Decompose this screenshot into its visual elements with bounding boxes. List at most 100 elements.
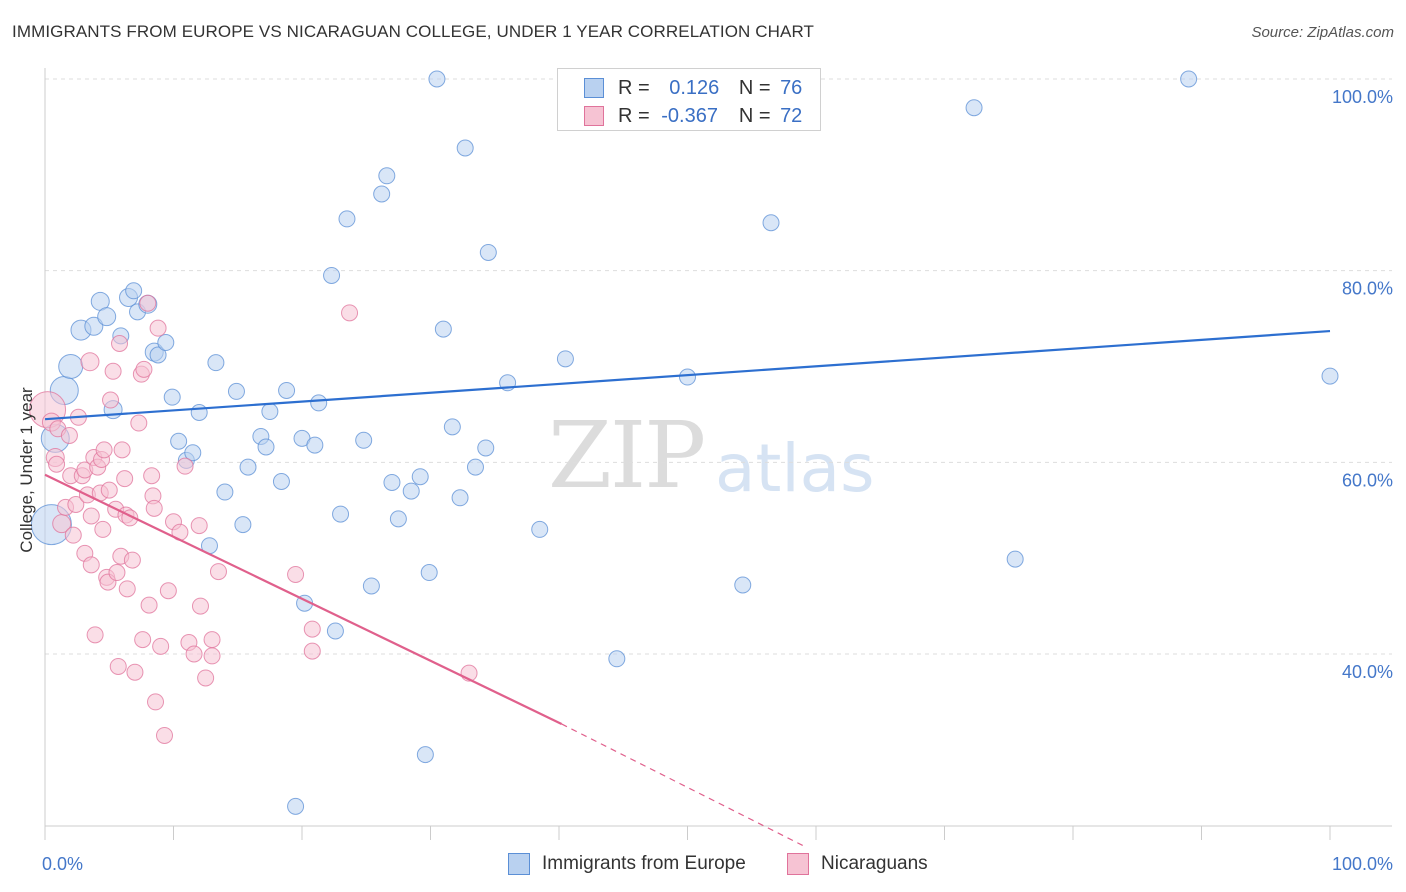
nicaraguans-swatch: [584, 106, 604, 126]
europe-point: [383, 473, 401, 491]
europe-point: [402, 482, 420, 500]
europe-point: [326, 622, 344, 640]
europe-point: [389, 510, 407, 528]
nicaraguans-point: [197, 669, 215, 687]
europe-point: [479, 243, 497, 261]
europe-point: [239, 458, 257, 476]
europe-point: [287, 797, 305, 815]
nicaraguans-point: [191, 597, 209, 615]
europe-trend-line: [44, 329, 1331, 421]
nicaraguans-point: [109, 657, 127, 675]
europe-point: [762, 214, 780, 232]
nicaraguans-point: [48, 455, 66, 473]
europe-point: [355, 431, 373, 449]
europe-point: [332, 505, 350, 523]
europe-point: [965, 99, 983, 117]
nicaraguans-point: [185, 645, 203, 663]
nicaraguans-point: [156, 726, 174, 744]
nicaraguans-point: [118, 580, 136, 598]
nicaraguans-point: [86, 626, 104, 644]
nicaraguans-point: [64, 526, 82, 544]
europe-point: [416, 746, 434, 764]
europe-point: [1180, 70, 1198, 88]
europe-n-value: 76: [780, 77, 803, 99]
nicaraguans-point: [67, 496, 85, 513]
europe-point: [216, 483, 234, 501]
nicaraguans-point: [147, 693, 165, 711]
europe-point: [170, 432, 188, 450]
europe-point: [378, 167, 396, 185]
x-tick-label: 100.0%: [1332, 854, 1393, 874]
source-credit: Source: ZipAtlas.com: [1251, 24, 1394, 41]
nicaraguans-point: [104, 362, 122, 380]
n-label: N =: [738, 105, 771, 127]
europe-point: [1321, 367, 1339, 385]
europe-point: [97, 307, 117, 327]
nicaraguans-point: [130, 414, 148, 432]
europe-point: [477, 439, 495, 457]
europe-swatch: [584, 78, 604, 98]
correlation-legend: R = 0.126 N = 76 R = -0.367 N = 72: [557, 68, 821, 131]
nicaraguans-point: [135, 360, 153, 378]
nicaraguans-point: [126, 663, 144, 681]
bottom-legend-europe: Immigrants from Europe: [508, 853, 746, 875]
europe-point: [456, 139, 474, 157]
nicaraguans-point: [145, 499, 163, 517]
europe-point: [451, 489, 469, 507]
nicaraguans-point: [209, 563, 227, 581]
nicaraguans-point: [143, 467, 161, 485]
europe-point: [310, 394, 328, 412]
europe-point: [1006, 550, 1024, 568]
europe-stats: R = 0.126 N = 76: [618, 77, 802, 100]
y-tick-label: 80.0%: [1342, 279, 1393, 299]
europe-legend-label: Immigrants from Europe: [542, 853, 746, 874]
nicaraguans-point: [341, 304, 359, 322]
nicaraguans-r-value: -0.367: [661, 105, 718, 127]
y-tick-label: 40.0%: [1342, 662, 1393, 682]
nicaraguans-trend-line: [44, 473, 563, 725]
nicaraguans-point: [94, 520, 112, 538]
nicaraguans-point: [108, 564, 126, 582]
nicaraguans-point: [176, 457, 194, 475]
europe-point: [190, 404, 208, 421]
watermark-zip: ZIP: [548, 402, 706, 509]
y-tick-label: 100.0%: [1332, 87, 1393, 107]
europe-point: [323, 266, 341, 284]
europe-point: [608, 650, 626, 668]
nicaraguans-n-value: 72: [780, 105, 803, 127]
nicaraguans-point: [152, 637, 170, 655]
europe-point: [679, 368, 696, 386]
nicaraguans-point: [139, 294, 157, 312]
europe-point: [434, 320, 452, 338]
europe-point: [420, 564, 438, 582]
nicaraguans-stats: R = -0.367 N = 72: [618, 105, 802, 128]
nicaraguans-point: [203, 647, 221, 665]
nicaraguans-point: [82, 556, 100, 574]
europe-point: [531, 520, 549, 538]
r-label: R =: [618, 77, 650, 99]
europe-point: [306, 436, 324, 454]
nicaraguans-point: [303, 642, 321, 660]
nicaraguans-point: [303, 620, 321, 638]
nicaraguans-point: [82, 507, 100, 525]
nicaraguans-point: [190, 517, 208, 535]
europe-point: [443, 418, 461, 436]
watermark-atlas: atlas: [715, 430, 875, 507]
europe-point: [207, 354, 225, 372]
europe-point: [278, 381, 296, 399]
europe-point: [261, 403, 279, 421]
chart-title: IMMIGRANTS FROM EUROPE VS NICARAGUAN COL…: [12, 22, 815, 41]
europe-point: [411, 468, 429, 486]
europe-point: [734, 576, 752, 594]
europe-point: [257, 438, 275, 456]
europe-r-value: 0.126: [669, 77, 720, 99]
nicaraguans-point: [149, 319, 167, 337]
europe-point: [125, 282, 143, 300]
europe-point: [428, 70, 446, 88]
europe-point: [466, 458, 484, 476]
nicaraguans-trend-extension: [561, 723, 804, 847]
europe-point: [227, 382, 245, 400]
nicaraguans-point: [95, 441, 113, 459]
europe-point: [556, 350, 574, 368]
